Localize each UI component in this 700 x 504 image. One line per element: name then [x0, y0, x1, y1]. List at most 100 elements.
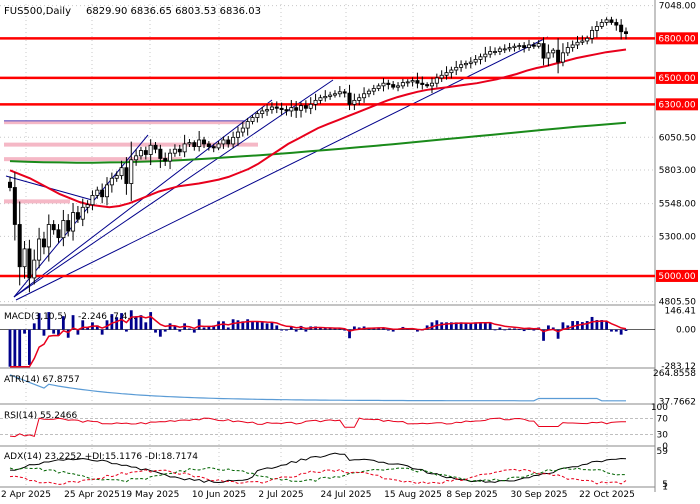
candle-body [216, 143, 221, 149]
macd-bar [42, 329, 46, 336]
macd-bar [32, 323, 36, 330]
x-tick-label: 30 Sep 2025 [510, 490, 567, 500]
macd-bar [255, 321, 259, 330]
candle-body [206, 143, 211, 147]
candle-body [109, 177, 114, 186]
macd-bar [188, 328, 191, 330]
macd-y-tick: 146.41 [665, 307, 697, 317]
candle-body [95, 189, 100, 196]
macd-bar [134, 316, 138, 330]
candle-body [609, 19, 614, 23]
candle-body [585, 37, 590, 42]
macd-bar [241, 321, 245, 330]
candle-body [269, 106, 274, 111]
candle-body [386, 82, 391, 85]
candle-body [580, 40, 585, 43]
macd-bar [386, 329, 390, 331]
macd-bar [352, 326, 356, 330]
macd-bar [23, 329, 26, 334]
candle-body [502, 48, 507, 51]
candle-body [41, 238, 46, 248]
macd-bar [236, 320, 240, 330]
candle-body [415, 80, 420, 84]
atr-line [9, 374, 626, 402]
candle-body [366, 90, 371, 95]
macd-bar [231, 319, 235, 330]
candle-body [279, 107, 284, 111]
macd-bar [614, 329, 618, 332]
level-tag [656, 71, 698, 84]
macd-bar [323, 328, 327, 330]
candle-body [138, 150, 143, 157]
macd-bar [454, 322, 458, 330]
candle-body [454, 66, 459, 71]
grid-layer [0, 0, 656, 492]
macd-bar [212, 325, 216, 330]
level-tag [656, 98, 698, 111]
trendline [15, 36, 549, 301]
candle-body [449, 69, 454, 74]
candle-body [434, 77, 439, 84]
macd-bar [105, 320, 109, 330]
macd-bar [610, 329, 613, 332]
macd-bar [13, 329, 17, 367]
candle-body [459, 64, 464, 68]
candle-body [27, 248, 32, 279]
rsi-y-tick: 100 [651, 403, 668, 413]
macd-bar [483, 322, 487, 330]
candle-body [619, 24, 624, 33]
rsi-label: RSI(14) 55.2466 [4, 411, 77, 421]
level-tag [656, 32, 698, 45]
candle-body [614, 22, 619, 26]
macd-bar [52, 329, 56, 334]
candle-body [66, 220, 71, 232]
candle-body [134, 155, 139, 161]
macd-panel [0, 310, 655, 368]
candle-body [211, 146, 216, 149]
candle-body [396, 85, 401, 88]
candle-body [163, 158, 168, 162]
macd-bar [445, 322, 448, 330]
macd-bar [449, 322, 453, 330]
candle-body [61, 220, 66, 239]
candle-body [313, 99, 318, 105]
macd-bar [488, 322, 492, 330]
macd-bar [430, 322, 434, 330]
candle-body [90, 195, 95, 206]
candle-body [604, 19, 609, 23]
macd-bar [144, 322, 148, 330]
level-tag-text: 6500.00 [658, 74, 695, 84]
ma-fast-line [9, 48, 627, 209]
rsi-y-tick: 70 [657, 415, 669, 425]
x-tick-label: 19 May 2025 [121, 490, 180, 500]
macd-bar [304, 329, 308, 332]
candle-body [105, 184, 110, 198]
macd-bar [595, 320, 599, 330]
candle-body [289, 107, 294, 112]
candle-body [342, 91, 347, 94]
header-ohlc: 6829.90 6836.65 6803.53 6836.03 [86, 6, 261, 17]
macd-bar [100, 329, 104, 335]
macd-bar [600, 320, 604, 330]
macd-bar [71, 315, 75, 330]
candle-body [284, 109, 289, 112]
macd-bar [81, 320, 85, 330]
ma-slow-line [9, 121, 627, 164]
candle-body [483, 53, 488, 58]
macd-bar [265, 323, 269, 330]
macd-bar [149, 312, 153, 330]
candle-body [352, 99, 357, 105]
candle-body [546, 52, 551, 59]
candle-body [323, 96, 328, 99]
macd-bar [18, 329, 22, 367]
macd-bar [207, 326, 211, 330]
macd-bar [168, 323, 172, 330]
rsi-panel [0, 417, 655, 438]
macd-bar [357, 327, 361, 330]
atr-y-tick: 264.8558 [653, 369, 696, 379]
macd-bar [289, 326, 293, 330]
candle-body [444, 72, 449, 76]
macd-bar [474, 322, 478, 330]
